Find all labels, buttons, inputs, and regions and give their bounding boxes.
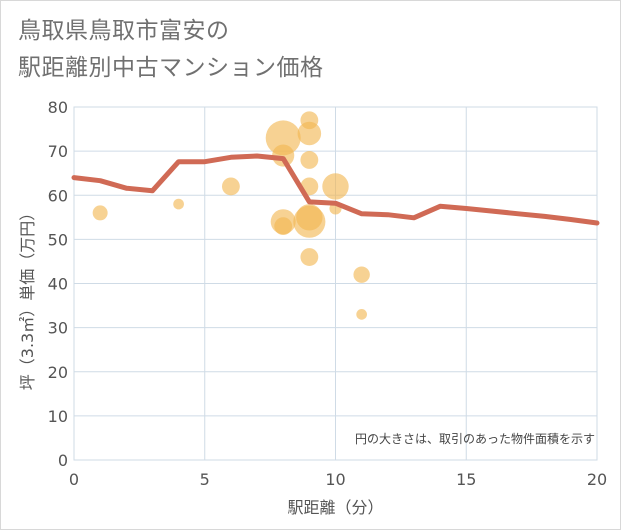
- bubble-12: [293, 205, 326, 238]
- y-tick-label-70: 70: [48, 142, 68, 161]
- y-tick-label-10: 10: [48, 407, 68, 426]
- bubble-3: [265, 120, 301, 156]
- y-tick-label-80: 80: [48, 98, 68, 117]
- x-tick-label-15: 15: [456, 470, 476, 489]
- bubble-14: [322, 173, 349, 200]
- bubble-size-note: 円の大きさは、取引のあった物件面積を示す: [355, 431, 595, 446]
- y-tick-label-50: 50: [48, 230, 68, 249]
- x-tick-label-0: 0: [69, 470, 79, 489]
- bubble-layer: [92, 111, 370, 320]
- bubble-8: [297, 121, 322, 146]
- y-tick-label-40: 40: [48, 275, 68, 294]
- bubble-9: [300, 151, 319, 169]
- bubble-1: [173, 198, 184, 210]
- chart-title-line-2: 駅距離別中古マンション価格: [18, 55, 324, 81]
- series-line-0: [71, 153, 600, 226]
- y-tick-label-20: 20: [48, 363, 68, 382]
- x-tick-label-20: 20: [587, 470, 607, 489]
- y-tick-label-0: 0: [58, 451, 68, 470]
- line-layer: [71, 153, 600, 226]
- bubble-13: [300, 248, 319, 266]
- bubble-16: [353, 266, 370, 283]
- y-tick-label-60: 60: [48, 186, 68, 205]
- chart-title: 鳥取県鳥取市富安の 駅距離別中古マンション価格: [18, 13, 324, 87]
- bubble-6: [274, 217, 293, 236]
- chart-title-line-1: 鳥取県鳥取市富安の: [18, 18, 230, 44]
- bubble-4: [272, 144, 295, 167]
- x-axis-title: 駅距離（分）: [287, 498, 383, 517]
- x-tick-label-5: 5: [200, 470, 210, 489]
- x-tick-label-10: 10: [325, 470, 345, 489]
- bubble-17: [356, 309, 367, 320]
- y-tick-label-30: 30: [48, 319, 68, 338]
- bubble-0: [92, 205, 108, 221]
- tick-labels: 0 5 10 15 20 0 10 20 30 40 50 60 70 80: [48, 98, 608, 489]
- grid-lines: [73, 106, 598, 461]
- y-axis-title: 坪（3.3㎡）単価（万円）: [18, 205, 37, 390]
- bubble-2: [221, 177, 240, 196]
